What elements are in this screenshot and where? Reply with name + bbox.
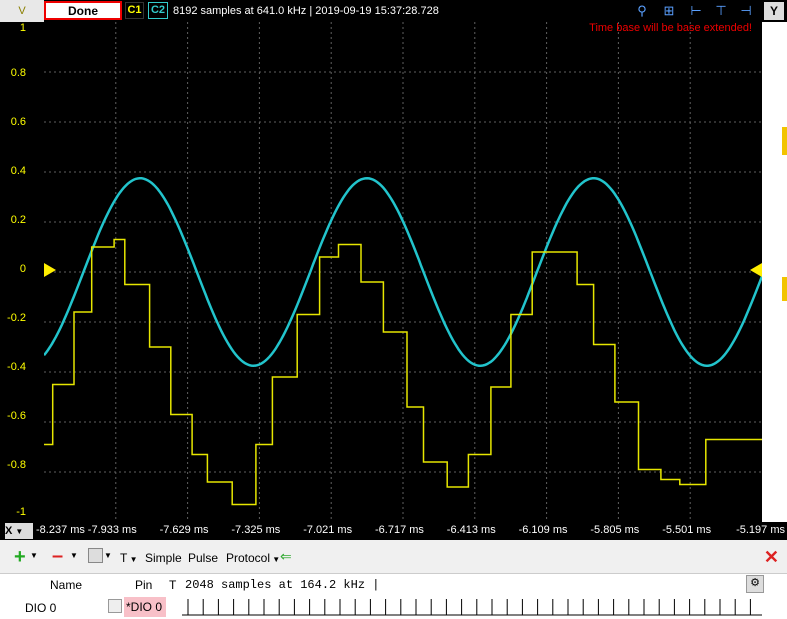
pin-value[interactable]: *DIO 0	[124, 597, 166, 617]
y-tick-label: -0.2	[7, 312, 26, 324]
chevron-down-icon: ▼	[270, 555, 281, 564]
protocol-menu-label: Protocol	[226, 551, 271, 565]
series-line-c1	[44, 238, 762, 506]
x-tick-label: -5.805 ms	[590, 524, 640, 536]
close-icon[interactable]: ✕	[763, 547, 779, 567]
plot-svg	[43, 22, 764, 522]
cursor-right-icon[interactable]: ⊣	[740, 3, 752, 18]
settings-icon[interactable]: ⚙	[746, 575, 764, 593]
x-tick-label: -7.629 ms	[159, 524, 209, 536]
add-icon[interactable]: +	[14, 546, 26, 568]
trigger-menu-label: T	[120, 551, 128, 565]
trigger-level-left	[44, 263, 56, 277]
x-axis-button[interactable]: X ▼	[5, 523, 33, 539]
x-tick-label: -7.021 ms	[303, 524, 353, 536]
x-tick-label: -6.109 ms	[518, 524, 568, 536]
y-unit-label: V	[0, 0, 44, 22]
channel-tab-yellow-2[interactable]	[782, 277, 787, 301]
dio-table-header: Name Pin T 2048 samples at 164.2 kHz | ⚙	[0, 573, 787, 596]
y-axis-button[interactable]: Y	[764, 2, 784, 20]
right-scroll-strip[interactable]	[762, 22, 787, 522]
logic-toolbar: + ▼ – ▼ ▼ T ▼ Simple Pulse Protocol ▼ ⇐ …	[0, 545, 787, 573]
edit-icon[interactable]	[108, 599, 122, 613]
y-tick-label: 0.6	[10, 116, 26, 128]
cursor-left-icon[interactable]: ⊢	[690, 3, 702, 18]
channel1-button[interactable]: C1	[125, 2, 144, 19]
timebase-warning: Time base will be base extended!	[589, 22, 752, 34]
x-tick-label: -5.197 ms	[736, 524, 785, 536]
y-tick-label: 0	[19, 263, 26, 275]
remove-dropdown-icon[interactable]: ▼	[70, 551, 78, 560]
column-pin: Pin	[135, 578, 153, 592]
x-tick-label: -6.717 ms	[375, 524, 424, 536]
x-axis: X ▼ -8.237 ms -7.933 ms -7.629 ms -7.325 ms…	[0, 522, 787, 540]
protocol-menu[interactable]: Protocol ▼	[226, 551, 280, 565]
y-tick-label: -0.4	[7, 361, 26, 373]
x-tick-label: -7.325 ms	[231, 524, 281, 536]
x-tick-label: -6.413 ms	[446, 524, 496, 536]
simple-button[interactable]: Simple	[145, 551, 182, 565]
table-row[interactable]: DIO 0 *DIO 0	[0, 595, 787, 619]
acquisition-status: 8192 samples at 641.0 kHz | 2019-09-19 1…	[173, 5, 439, 17]
trigger-level-right	[750, 263, 762, 277]
top-toolbar: V Done C1 C2 8192 samples at 641.0 kHz |…	[0, 0, 787, 22]
y-tick-label: 0.4	[10, 165, 26, 177]
y-tick-label: -0.8	[7, 459, 26, 471]
y-tick-label: -1	[16, 506, 26, 518]
done-button[interactable]: Done	[44, 1, 122, 20]
remove-icon[interactable]: –	[52, 545, 64, 567]
cursor-mid-icon[interactable]: ⊤	[715, 3, 727, 18]
digital-trace	[182, 599, 762, 616]
y-tick-label: 1	[19, 22, 26, 34]
channel2-button[interactable]: C2	[148, 2, 168, 19]
edit-dropdown-icon[interactable]: ▼	[104, 551, 112, 560]
edit-icon[interactable]	[88, 548, 103, 563]
channel-tab-yellow[interactable]	[782, 127, 787, 155]
dio-info: 2048 samples at 164.2 kHz |	[185, 578, 380, 592]
y-tick-label: 0.8	[10, 67, 26, 79]
dio-name: DIO 0	[25, 601, 57, 615]
plot-grid	[44, 22, 762, 522]
series-line-c2	[43, 177, 764, 367]
x-tick-label: -7.933 ms	[87, 524, 137, 536]
trigger-menu[interactable]: T ▼	[120, 551, 137, 565]
oscilloscope-plot[interactable]: Time base will be base extended!	[43, 22, 764, 522]
add-dropdown-icon[interactable]: ▼	[30, 551, 38, 560]
back-arrow-icon[interactable]: ⇐	[280, 548, 292, 564]
column-name: Name	[50, 578, 83, 592]
chevron-down-icon: ▼	[15, 527, 24, 536]
y-tick-label: 0.2	[10, 214, 26, 226]
x-axis-button-label: X	[5, 525, 13, 537]
x-tick-label: -5.501 ms	[662, 524, 712, 536]
y-tick-label: -0.6	[7, 410, 26, 422]
zoom-icon[interactable]: ⚲	[637, 3, 647, 18]
chevron-down-icon: ▼	[127, 555, 138, 564]
column-t: T	[169, 578, 177, 592]
x-tick-label: -8.237 ms	[36, 524, 85, 536]
pulse-button[interactable]: Pulse	[188, 551, 219, 565]
zoom-out-icon[interactable]: ⊞	[663, 3, 675, 18]
y-axis: 1 0.8 0.6 0.4 0.2 0 -0.2 -0.4 -0.6 -0.8 -1	[0, 22, 44, 522]
